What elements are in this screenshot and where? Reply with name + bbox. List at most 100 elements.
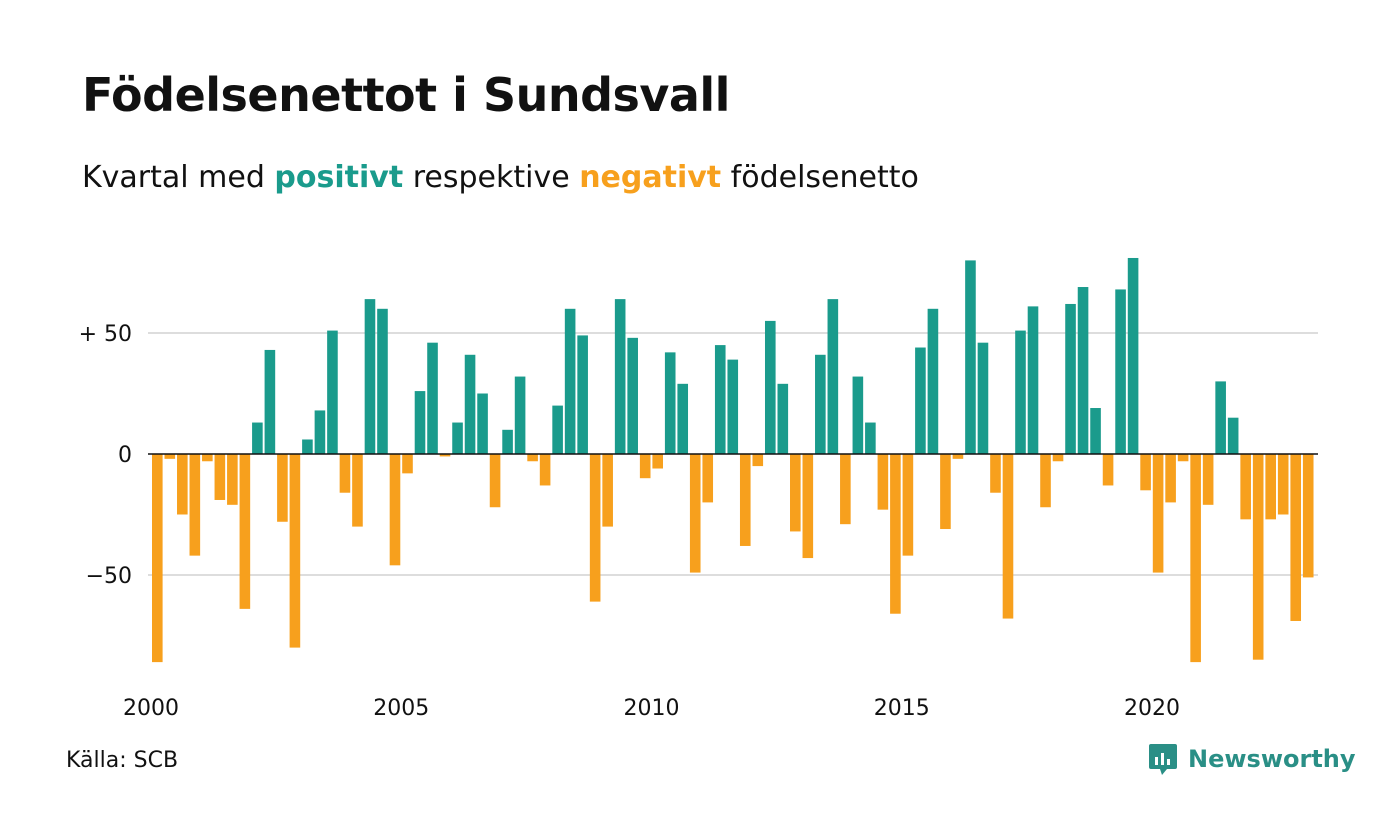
bar-positive bbox=[314, 410, 326, 454]
chart-title: Födelsenettot i Sundsvall bbox=[82, 68, 730, 122]
x-tick-label: 2015 bbox=[874, 696, 930, 721]
axis-layer: + 50 0 −50 2000 2005 2010 2015 2020 bbox=[79, 322, 1318, 721]
bar-positive bbox=[965, 260, 976, 454]
bar-positive bbox=[414, 391, 426, 454]
bar-negative bbox=[1290, 454, 1302, 621]
bar-negative bbox=[877, 454, 889, 510]
bar-negative bbox=[1102, 454, 1114, 486]
bar-chart: + 50 0 −50 2000 2005 2010 2015 2020 bbox=[79, 257, 1318, 721]
bar-negative bbox=[1165, 454, 1176, 503]
bar-negative bbox=[1152, 454, 1164, 573]
bar-positive bbox=[464, 354, 476, 454]
bar-positive bbox=[514, 376, 526, 454]
brand-logo[interactable]: Newsworthy bbox=[1148, 742, 1356, 776]
subtitle-middle: respektive bbox=[403, 160, 580, 195]
bar-negative bbox=[239, 454, 251, 609]
bar-negative bbox=[227, 454, 238, 505]
bar-negative bbox=[840, 454, 851, 525]
bar-positive bbox=[915, 347, 926, 454]
bar-positive bbox=[577, 335, 588, 454]
bar-positive bbox=[1090, 408, 1101, 454]
bar-negative bbox=[752, 454, 764, 467]
bar-negative bbox=[1265, 454, 1276, 520]
bar-positive bbox=[977, 342, 989, 454]
bar-negative bbox=[602, 454, 613, 527]
bar-negative bbox=[1190, 454, 1201, 663]
bar-negative bbox=[940, 454, 951, 530]
bar-positive bbox=[427, 342, 438, 454]
bar-positive bbox=[1015, 330, 1026, 454]
bar-negative bbox=[689, 454, 701, 573]
bar-positive bbox=[1127, 257, 1139, 454]
bar-negative bbox=[589, 454, 601, 602]
brand-name: Newsworthy bbox=[1188, 745, 1356, 773]
bar-negative bbox=[289, 454, 301, 648]
bar-negative bbox=[277, 454, 288, 522]
bar-negative bbox=[177, 454, 188, 515]
x-tick-label: 2020 bbox=[1124, 696, 1180, 721]
bar-negative bbox=[1140, 454, 1151, 491]
bar-negative bbox=[1252, 454, 1264, 660]
bar-negative bbox=[527, 454, 538, 462]
x-tick-label: 2005 bbox=[373, 696, 429, 721]
bar-negative bbox=[214, 454, 226, 500]
bar-negative bbox=[339, 454, 351, 493]
bar-positive bbox=[777, 383, 789, 454]
subtitle-negative-word: negativt bbox=[579, 160, 722, 195]
bar-positive bbox=[627, 337, 638, 454]
bar-negative bbox=[890, 454, 901, 614]
bar-negative bbox=[1302, 454, 1314, 578]
bar-negative bbox=[389, 454, 401, 566]
bar-positive bbox=[252, 422, 263, 454]
bar-positive bbox=[714, 345, 726, 454]
bar-negative bbox=[790, 454, 801, 532]
y-tick-label: + 50 bbox=[79, 322, 132, 347]
subtitle-prefix: Kvartal med bbox=[82, 160, 275, 195]
subtitle-positive-word: positivt bbox=[274, 160, 404, 195]
bar-negative bbox=[902, 454, 914, 556]
x-tick-label: 2010 bbox=[624, 696, 680, 721]
bar-negative bbox=[639, 454, 651, 479]
bar-positive bbox=[552, 405, 563, 454]
bar-positive bbox=[664, 352, 676, 454]
bar-positive bbox=[727, 359, 739, 454]
bar-negative bbox=[952, 454, 964, 459]
y-tick-label: 0 bbox=[118, 443, 132, 468]
bar-positive bbox=[1065, 303, 1076, 454]
newsworthy-logo-icon bbox=[1149, 744, 1177, 775]
bar-positive bbox=[452, 422, 463, 454]
bar-negative bbox=[1040, 454, 1051, 508]
x-tick-label: 2000 bbox=[123, 696, 179, 721]
bar-positive bbox=[1215, 381, 1226, 454]
bar-negative bbox=[1202, 454, 1214, 505]
chart-subtitle: Kvartal med positivt respektive negativt… bbox=[82, 160, 919, 195]
bar-positive bbox=[1027, 306, 1039, 454]
bar-negative bbox=[489, 454, 501, 508]
bar-positive bbox=[477, 393, 488, 454]
bar-positive bbox=[364, 299, 376, 454]
bar-positive bbox=[764, 320, 776, 454]
bar-negative bbox=[189, 454, 201, 556]
bar-negative bbox=[1177, 454, 1189, 462]
bar-positive bbox=[264, 349, 276, 454]
bar-negative bbox=[1277, 454, 1289, 515]
bar-negative bbox=[1240, 454, 1251, 520]
bar-positive bbox=[327, 330, 338, 454]
bar-positive bbox=[852, 376, 864, 454]
bar-positive bbox=[1227, 417, 1239, 454]
bar-negative bbox=[1002, 454, 1014, 619]
source-note: Källa: SCB bbox=[66, 748, 179, 773]
bar-positive bbox=[927, 308, 939, 454]
bar-positive bbox=[377, 308, 388, 454]
bar-negative bbox=[802, 454, 814, 559]
bar-positive bbox=[502, 429, 513, 454]
y-tick-label: −50 bbox=[86, 564, 132, 589]
bar-negative bbox=[652, 454, 663, 469]
bar-negative bbox=[702, 454, 714, 503]
bar-positive bbox=[1077, 287, 1089, 454]
bar-positive bbox=[614, 299, 626, 454]
bar-positive bbox=[865, 422, 876, 454]
subtitle-suffix: födelsenetto bbox=[721, 160, 919, 195]
bar-negative bbox=[164, 454, 176, 459]
bar-negative bbox=[990, 454, 1001, 493]
